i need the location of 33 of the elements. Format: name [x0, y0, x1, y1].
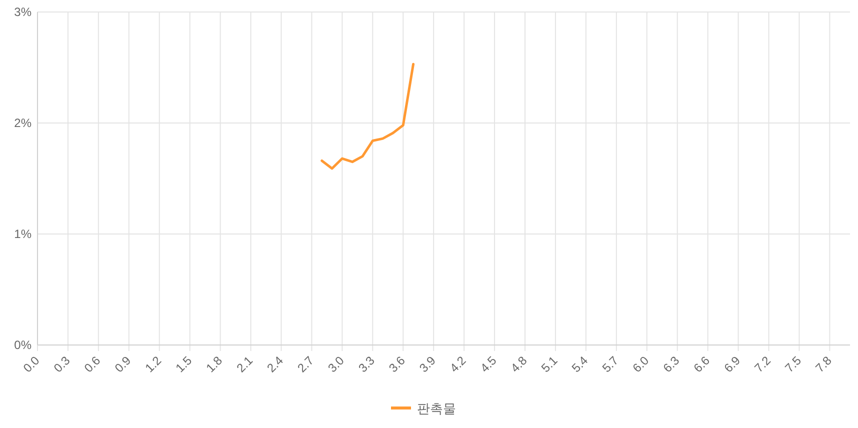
x-tick-label: 6.6	[690, 353, 713, 376]
y-tick-label: 0%	[14, 338, 32, 352]
x-tick-label: 3.6	[386, 353, 408, 376]
x-tick-label: 3.9	[416, 353, 439, 376]
x-tick-label: 6.0	[630, 353, 652, 376]
x-tick-label: 2.7	[294, 353, 317, 376]
y-tick-label: 1%	[14, 227, 32, 241]
x-tick-label: 4.5	[478, 353, 500, 376]
x-tick-label: 2.4	[264, 353, 286, 376]
x-tick-label: 5.7	[599, 353, 622, 376]
line-series	[320, 62, 415, 170]
y-tick-label: 2%	[14, 116, 32, 130]
x-tick-label: 6.3	[660, 353, 682, 376]
x-tick-label: 1.8	[203, 353, 226, 376]
x-tick-label: 5.4	[568, 353, 591, 376]
x-tick-label: 4.2	[447, 353, 469, 376]
x-tick-label: 6.9	[721, 353, 744, 376]
x-tick-label: 3.0	[325, 353, 348, 376]
x-tick-label: 7.5	[782, 353, 804, 376]
x-tick-label: 5.1	[538, 353, 560, 376]
x-tick-label: 7.2	[752, 353, 774, 376]
y-tick-label: 3%	[14, 5, 32, 19]
x-tick-label: 1.5	[172, 353, 195, 376]
x-tick-label: 1.2	[142, 353, 164, 376]
x-tick-label: 3.3	[356, 353, 378, 376]
legend-label: 판촉물	[417, 401, 456, 416]
x-tick-label: 4.8	[508, 353, 530, 376]
x-tick-label: 0.9	[112, 353, 134, 376]
x-tick-label: 2.1	[234, 353, 256, 376]
x-tick-label: 0.6	[81, 353, 104, 376]
x-tick-label: 0.0	[20, 353, 42, 376]
x-tick-label: 7.8	[812, 353, 835, 376]
x-tick-label: 0.3	[50, 353, 73, 376]
